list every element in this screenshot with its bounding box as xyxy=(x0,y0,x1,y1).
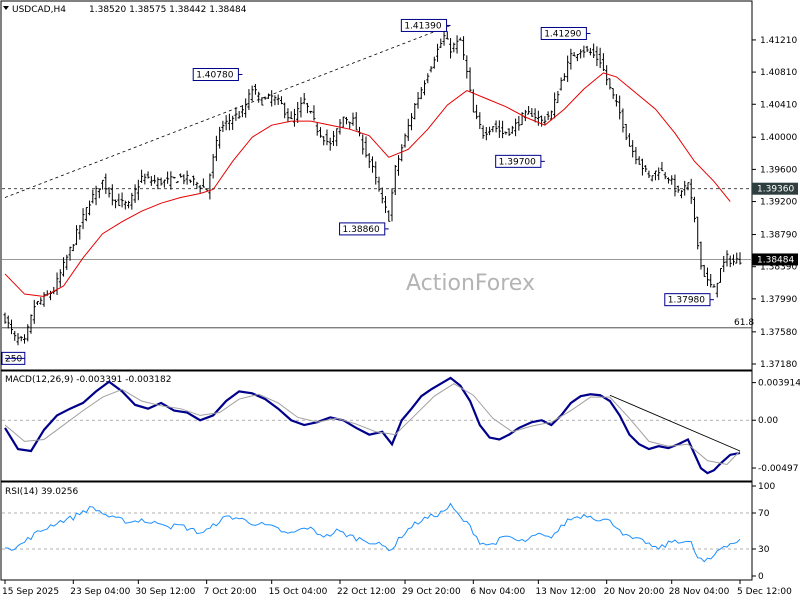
time-axis-label: 30 Sep 12:00 xyxy=(135,587,195,597)
time-axis-label: 22 Oct 12:00 xyxy=(337,587,396,597)
price-tag-box xyxy=(752,253,798,266)
time-axis-label: 7 Oct 20:00 xyxy=(204,587,257,597)
rsi-scale-label: 0 xyxy=(758,572,764,582)
swing-label-text: 250 xyxy=(5,354,22,364)
moving-average-layer xyxy=(4,72,731,297)
macd-pane-frame xyxy=(0,370,753,482)
time-axis-label: 13 Nov 12:00 xyxy=(535,587,596,597)
price-scale-label: 1.38790 xyxy=(760,231,797,241)
price-scale-label: 1.41210 xyxy=(760,36,797,46)
macd-layer: MACD(12,26,9) -0.003391 -0.003182 0.00391… xyxy=(2,375,800,475)
time-axis-label: 23 Sep 04:00 xyxy=(70,587,130,597)
price-scale-label: 1.40000 xyxy=(760,133,797,143)
price-scale-label: 1.39600 xyxy=(760,165,797,175)
price-scale-label: 1.40810 xyxy=(760,68,797,78)
swing-labels-layer: 1.41390 1.41290 1.40780 1.39700 1.38860 1.379… xyxy=(1,18,714,365)
macd-signal-line xyxy=(4,383,741,466)
time-axis-label: 15 Oct 04:00 xyxy=(269,587,328,597)
swing-label-text: 1.41290 xyxy=(544,29,581,39)
price-scale-label: 1.39200 xyxy=(760,198,797,208)
macd-scale-label: 0.00 xyxy=(758,416,778,426)
time-axis-label: 6 Nov 04:00 xyxy=(470,587,525,597)
time-axis-label: 29 Oct 20:00 xyxy=(402,587,461,597)
macd-title: MACD(12,26,9) -0.003391 -0.003182 xyxy=(5,375,171,385)
price-tag-label: 1.38484 xyxy=(757,255,794,265)
macd-scale-label: 0.003914 xyxy=(758,379,800,389)
collapse-arrow-icon[interactable] xyxy=(3,6,9,10)
moving-average-line xyxy=(4,72,731,297)
watermark: ActionForex xyxy=(406,271,535,296)
macd-trendline xyxy=(609,394,741,452)
swing-label-text: 1.38860 xyxy=(343,225,380,235)
price-scale-label: 1.38390 xyxy=(760,263,797,273)
price-scale-label: 1.37580 xyxy=(760,328,797,338)
rsi-scale-label: 30 xyxy=(758,545,770,555)
horizontal-levels-layer: 1.39360 1.38484 61.8 xyxy=(2,182,798,329)
swing-label-text: 1.40780 xyxy=(196,71,233,81)
price-trendline xyxy=(4,25,451,198)
time-axis: 15 Sep 2025 23 Sep 04:00 30 Sep 12:00 7 Oct… xyxy=(2,580,792,597)
price-scale: 1.41210 1.40810 1.40410 1.40000 1.39600 1.392… xyxy=(752,36,797,370)
time-axis-label: 15 Sep 2025 xyxy=(2,587,59,597)
swing-label-text: 1.37980 xyxy=(668,296,705,306)
time-axis-label: 20 Nov 20:00 xyxy=(604,587,665,597)
ohlc-readout: 1.38520 1.38575 1.38442 1.38484 xyxy=(89,5,247,15)
chart-header: USDCAD,H4 1.38520 1.38575 1.38442 1.3848… xyxy=(3,5,247,15)
swing-label-text: 1.39700 xyxy=(499,157,536,167)
price-bars-layer xyxy=(3,29,742,346)
price-scale-label: 1.40410 xyxy=(760,100,797,110)
rsi-layer: RSI(14) 39.0256 100 70 30 0 xyxy=(2,482,775,582)
rsi-title: RSI(14) 39.0256 xyxy=(5,487,78,497)
fib-level-label: 61.8 xyxy=(734,318,754,328)
macd-line xyxy=(4,376,741,475)
price-scale-label: 1.37990 xyxy=(760,295,797,305)
rsi-pane-frame xyxy=(0,481,753,581)
time-axis-label: 28 Nov 04:00 xyxy=(669,587,730,597)
macd-scale-label: -0.00497 xyxy=(758,464,798,474)
rsi-scale-label: 70 xyxy=(758,509,770,519)
rsi-scale-label: 100 xyxy=(758,482,775,492)
time-axis-label: 5 Dec 12:00 xyxy=(737,587,792,597)
trendline-layer xyxy=(4,25,451,198)
symbol-label: USDCAD,H4 xyxy=(12,5,66,15)
swing-label-text: 1.41390 xyxy=(404,21,441,31)
price-scale-label: 1.37180 xyxy=(760,360,797,370)
rsi-line xyxy=(4,502,741,563)
price-tag-label: 1.39360 xyxy=(757,185,794,195)
price-tag-box xyxy=(752,182,798,195)
